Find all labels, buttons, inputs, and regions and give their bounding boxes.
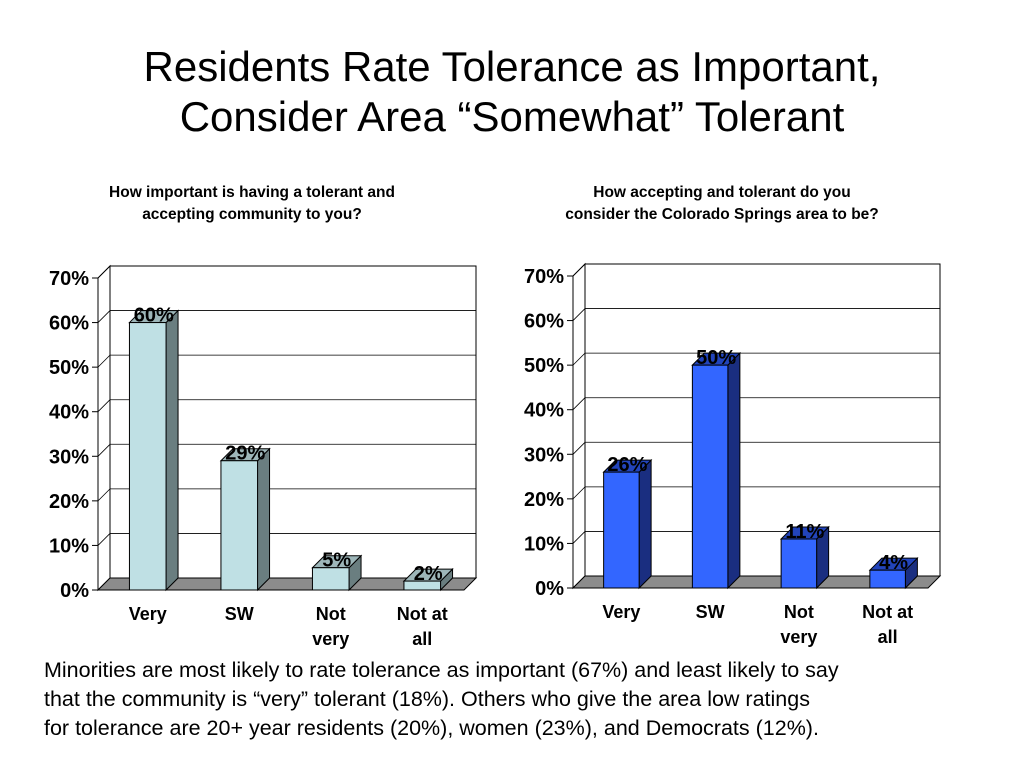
bar-front — [128, 322, 167, 591]
bar-2 — [219, 447, 271, 592]
bar-1 — [128, 309, 180, 592]
gridline-side — [572, 442, 586, 455]
data-label: 4% — [879, 552, 908, 574]
bar-3 — [779, 525, 830, 590]
y-tick-label: 40% — [49, 402, 89, 424]
bar-front — [691, 364, 729, 589]
footnote: Minorities are most likely to rate toler… — [44, 656, 1004, 743]
y-tick-label: 70% — [49, 268, 89, 290]
y-tick-label: 10% — [49, 535, 89, 557]
data-label: 29% — [225, 443, 265, 465]
bar-front — [403, 580, 442, 591]
chart-2-title-line-1: How accepting and tolerant do you — [593, 184, 851, 201]
footnote-line-2: that the community is “very” tolerant (1… — [44, 687, 810, 711]
bar-1 — [602, 458, 653, 590]
bar-front — [780, 538, 818, 589]
footnote-line-1: Minorities are most likely to rate toler… — [44, 658, 839, 682]
y-tick-label: 60% — [49, 313, 89, 335]
data-label: 50% — [696, 347, 736, 369]
y-tick-label: 0% — [535, 578, 564, 600]
y-tick-label: 20% — [49, 491, 89, 513]
slide-title-line-1: Residents Rate Tolerance as Important, — [143, 43, 881, 90]
category-label: Not at — [862, 602, 913, 622]
category-label: Not at — [397, 604, 448, 624]
chart-1-title-line-1: How important is having a tolerant and — [109, 184, 395, 201]
bar-front — [869, 569, 906, 589]
bar-front — [603, 471, 640, 589]
data-label: 11% — [785, 521, 824, 543]
gridline-side — [572, 486, 586, 500]
plot-side-wall — [572, 262, 586, 590]
y-tick-label: 60% — [524, 311, 564, 333]
chart-2-title-line-2: consider the Colorado Springs area to be… — [565, 206, 879, 223]
gridline-side — [572, 352, 586, 366]
gridline-side — [572, 308, 586, 321]
data-label: 60% — [134, 305, 174, 327]
bar-4 — [868, 556, 919, 590]
category-label: Very — [129, 604, 167, 624]
bar-front — [220, 460, 259, 591]
category-label: very — [780, 627, 817, 647]
bar-front — [311, 567, 350, 591]
gridline-side — [97, 533, 111, 546]
gridline-side — [97, 444, 111, 457]
category-label: SW — [696, 602, 725, 622]
footnote-line-3: for tolerance are 20+ year residents (20… — [44, 716, 819, 740]
data-label: 2% — [414, 563, 443, 585]
category-label: Very — [602, 602, 640, 622]
gridline-side — [97, 488, 111, 502]
data-label: 5% — [322, 550, 351, 572]
y-tick-label: 0% — [60, 580, 89, 602]
bar-side — [727, 351, 741, 590]
category-label: very — [312, 629, 349, 649]
y-tick-label: 40% — [524, 400, 564, 422]
chart-1-title-line-2: accepting community to you? — [142, 206, 362, 223]
category-label: Not — [316, 604, 346, 624]
chart-1-title: How important is having a tolerant and a… — [42, 182, 462, 226]
gridline-side — [97, 354, 111, 368]
gridline-side — [572, 531, 586, 544]
y-tick-label: 20% — [524, 489, 564, 511]
bar-4 — [402, 567, 454, 592]
slide-title-line-2: Consider Area “Somewhat” Tolerant — [179, 93, 845, 140]
bar-3 — [311, 554, 363, 592]
category-label: Not — [784, 602, 814, 622]
slide-title: Residents Rate Tolerance as Important, C… — [0, 42, 1024, 142]
data-label: 26% — [607, 454, 647, 476]
y-tick-label: 50% — [524, 355, 564, 377]
y-tick-label: 70% — [524, 266, 564, 288]
category-label: SW — [225, 604, 254, 624]
gridline-side — [572, 397, 586, 410]
category-label: all — [878, 627, 898, 647]
y-tick-label: 50% — [49, 357, 89, 379]
y-tick-label: 30% — [49, 446, 89, 468]
bar-side — [638, 458, 652, 590]
gridline-side — [97, 399, 111, 412]
y-tick-label: 30% — [524, 444, 564, 466]
category-label: all — [412, 629, 432, 649]
gridline-side — [97, 310, 111, 323]
bar-2 — [691, 351, 742, 590]
chart-2-title: How accepting and tolerant do you consid… — [512, 182, 932, 226]
y-tick-label: 10% — [524, 533, 564, 555]
